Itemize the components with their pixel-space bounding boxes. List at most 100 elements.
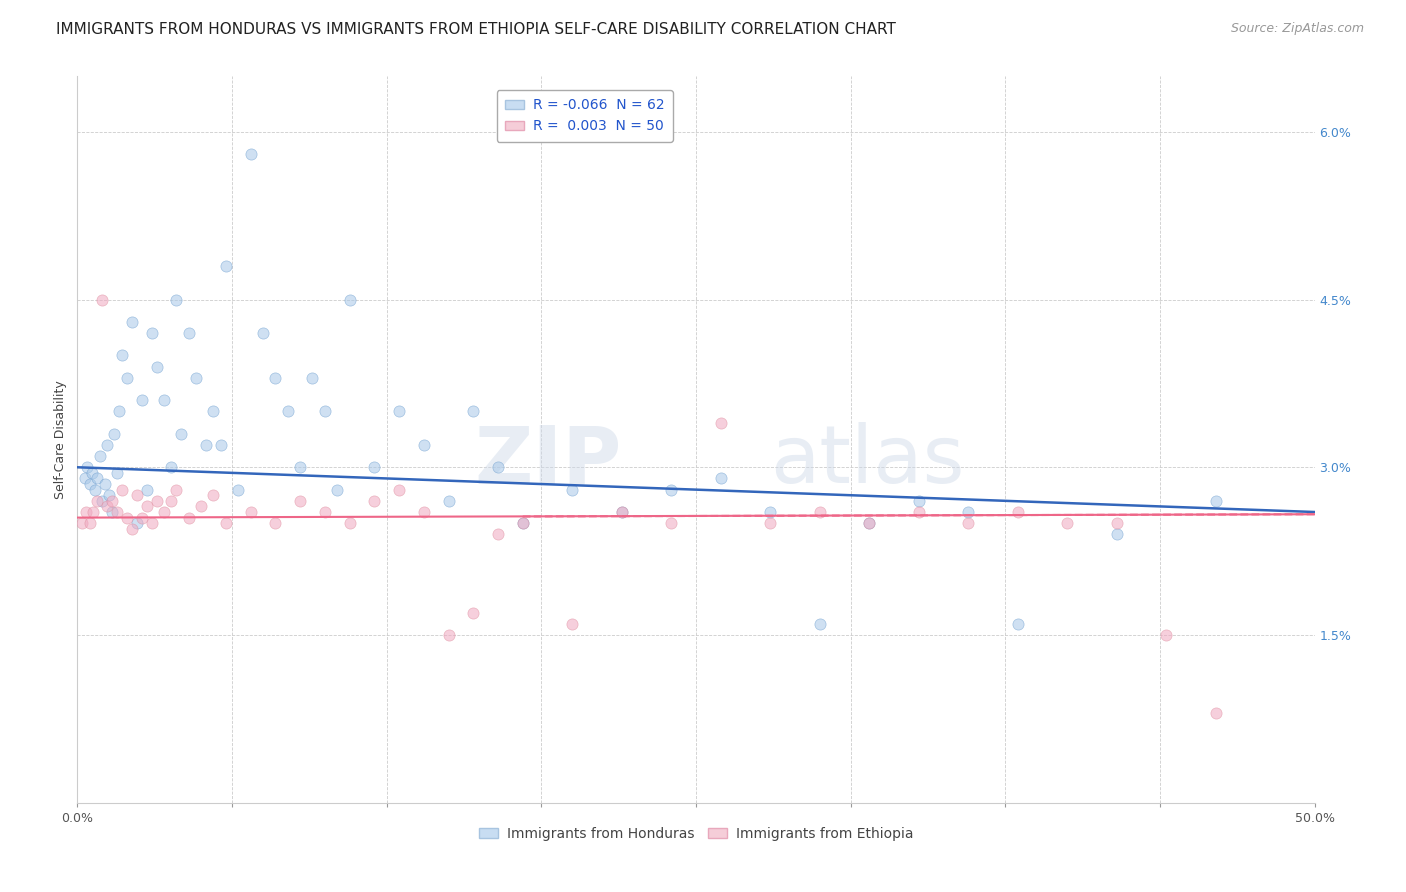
Point [79, 516, 101, 531]
Point [339, 293, 361, 307]
Point [957, 505, 980, 519]
Point [710, 416, 733, 430]
Point [91, 493, 114, 508]
Point [125, 516, 148, 531]
Point [1007, 505, 1029, 519]
Point [907, 505, 929, 519]
Point [512, 516, 534, 531]
Point [131, 510, 153, 524]
Point [121, 522, 143, 536]
Point [153, 505, 176, 519]
Point [111, 348, 134, 362]
Text: ZIP: ZIP [474, 422, 621, 500]
Point [808, 505, 831, 519]
Point [659, 516, 682, 531]
Point [96, 438, 118, 452]
Point [858, 516, 880, 531]
Point [808, 616, 831, 631]
Point [165, 293, 187, 307]
Point [190, 500, 212, 514]
Point [659, 483, 682, 497]
Point [82, 505, 104, 519]
Point [79, 477, 101, 491]
Text: Source: ZipAtlas.com: Source: ZipAtlas.com [1230, 22, 1364, 36]
Point [83, 483, 105, 497]
Point [858, 516, 880, 531]
Legend: Immigrants from Honduras, Immigrants from Ethiopia: Immigrants from Honduras, Immigrants fro… [474, 822, 918, 847]
Point [115, 371, 138, 385]
Point [105, 466, 128, 480]
Point [125, 488, 148, 502]
Point [412, 438, 434, 452]
Point [202, 488, 225, 502]
Point [1056, 516, 1078, 531]
Point [437, 628, 460, 642]
Point [363, 460, 385, 475]
Point [239, 505, 262, 519]
Point [463, 606, 485, 620]
Point [121, 315, 143, 329]
Point [86, 471, 108, 485]
Point [759, 505, 782, 519]
Point [91, 293, 114, 307]
Point [75, 505, 97, 519]
Point [135, 500, 157, 514]
Point [610, 505, 633, 519]
Point [131, 393, 153, 408]
Point [1154, 628, 1177, 642]
Point [76, 460, 98, 475]
Point [89, 449, 111, 463]
Point [957, 516, 980, 531]
Point [277, 404, 299, 418]
Point [561, 483, 583, 497]
Point [759, 516, 782, 531]
Point [108, 404, 131, 418]
Text: IMMIGRANTS FROM HONDURAS VS IMMIGRANTS FROM ETHIOPIA SELF-CARE DISABILITY CORREL: IMMIGRANTS FROM HONDURAS VS IMMIGRANTS F… [56, 22, 896, 37]
Point [326, 483, 349, 497]
Point [339, 516, 361, 531]
Point [486, 460, 509, 475]
Point [1105, 527, 1128, 541]
Point [486, 527, 509, 541]
Point [288, 460, 311, 475]
Point [86, 493, 108, 508]
Point [512, 516, 534, 531]
Point [388, 483, 411, 497]
Point [72, 516, 94, 531]
Point [141, 516, 163, 531]
Point [252, 326, 274, 340]
Point [105, 505, 128, 519]
Point [1105, 516, 1128, 531]
Point [264, 371, 287, 385]
Point [101, 505, 124, 519]
Point [363, 493, 385, 508]
Point [1205, 493, 1227, 508]
Point [288, 493, 311, 508]
Y-axis label: Self-Care Disability: Self-Care Disability [53, 380, 67, 499]
Point [239, 147, 262, 161]
Point [264, 516, 287, 531]
Point [153, 393, 176, 408]
Point [177, 326, 200, 340]
Point [226, 483, 249, 497]
Text: atlas: atlas [770, 422, 965, 500]
Point [215, 259, 238, 273]
Point [93, 477, 115, 491]
Point [96, 500, 118, 514]
Point [388, 404, 411, 418]
Point [177, 510, 200, 524]
Point [301, 371, 323, 385]
Point [215, 516, 238, 531]
Point [1205, 706, 1227, 721]
Point [101, 493, 124, 508]
Point [314, 505, 336, 519]
Point [1007, 616, 1029, 631]
Point [165, 483, 187, 497]
Point [160, 460, 183, 475]
Point [73, 471, 96, 485]
Point [561, 616, 583, 631]
Point [82, 466, 104, 480]
Point [463, 404, 485, 418]
Point [195, 438, 218, 452]
Point [710, 471, 733, 485]
